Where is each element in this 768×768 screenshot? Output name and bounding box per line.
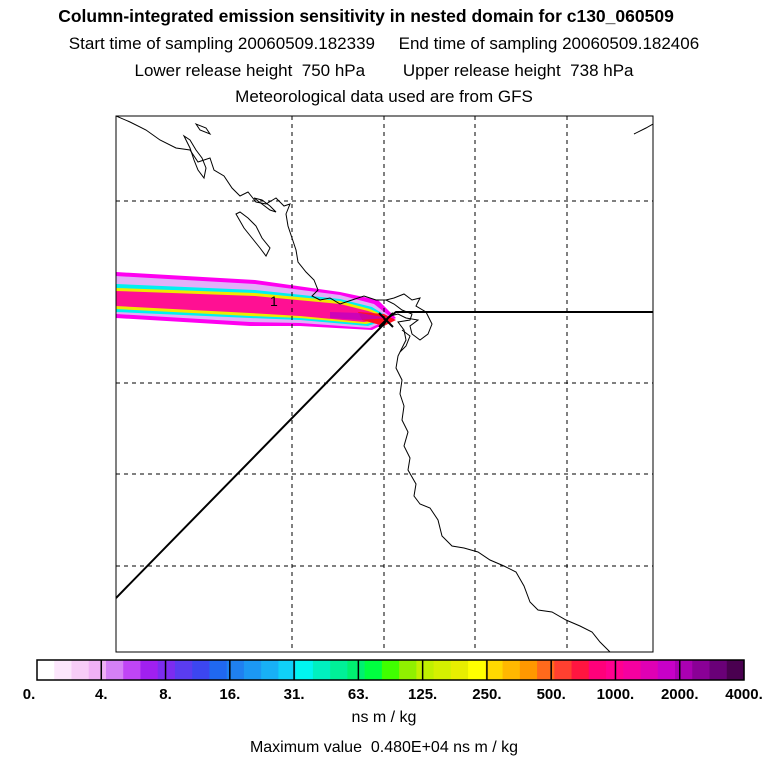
colorbar-frame bbox=[36, 659, 745, 681]
colorbar-segment bbox=[243, 660, 262, 680]
colorbar-segment bbox=[726, 660, 745, 680]
map-gridlines bbox=[116, 116, 653, 652]
colorbar-segment bbox=[123, 660, 142, 680]
colorbar-segment bbox=[468, 660, 486, 680]
plume-purple-streak bbox=[330, 312, 388, 320]
colorbar-segment bbox=[623, 660, 642, 680]
coastline bbox=[116, 116, 653, 652]
release-heights: Lower release height 750 hPa Upper relea… bbox=[134, 61, 634, 80]
colorbar-tick-label: 31. bbox=[283, 686, 305, 703]
colorbar-segment bbox=[192, 660, 211, 680]
colorbar-segment bbox=[537, 660, 555, 680]
maximum-value: Maximum value 0.480E+04 ns m / kg bbox=[249, 739, 519, 756]
colorbar-units: ns m / kg bbox=[351, 709, 417, 726]
colorbar-segment bbox=[450, 660, 469, 680]
colorbar-segment bbox=[502, 660, 521, 680]
colorbar-segment bbox=[433, 660, 452, 680]
release-marker bbox=[378, 312, 394, 328]
colorbar-segment bbox=[261, 660, 280, 680]
colorbar-segment bbox=[588, 660, 607, 680]
colorbar-segment bbox=[347, 660, 366, 680]
colorbar-tick-label: 4. bbox=[95, 686, 108, 703]
colorbar-segment bbox=[312, 660, 331, 680]
colorbar-segment bbox=[330, 660, 348, 680]
colorbar-segment bbox=[571, 660, 590, 680]
colorbar-tick-label: 8. bbox=[159, 686, 172, 703]
colorbar bbox=[37, 660, 745, 680]
colorbar-segment bbox=[71, 660, 90, 680]
colorbar-segment bbox=[157, 660, 176, 680]
colorbar-tick-label: 16. bbox=[219, 686, 241, 703]
colorbar-tick-label: 500. bbox=[536, 686, 566, 703]
colorbar-tick-label: 0. bbox=[22, 686, 36, 703]
colorbar-tick-label: 1000. bbox=[596, 686, 635, 703]
colorbar-tick-label: 2000. bbox=[660, 686, 699, 703]
colorbar-segment bbox=[278, 660, 297, 680]
colorbar-segment bbox=[381, 660, 400, 680]
colorbar-segment bbox=[226, 660, 245, 680]
trajectory-label: 1 bbox=[270, 293, 278, 309]
colorbar-tick-label: 125. bbox=[408, 686, 438, 703]
colorbar-segment bbox=[364, 660, 383, 680]
colorbar-segment bbox=[105, 660, 124, 680]
colorbar-segment bbox=[37, 660, 55, 680]
colorbar-tick-label: 4000. bbox=[725, 686, 763, 703]
emission-plume bbox=[116, 272, 396, 330]
colorbar-tick-label: 250. bbox=[472, 686, 502, 703]
colorbar-segment bbox=[519, 660, 538, 680]
colorbar-segment bbox=[88, 660, 107, 680]
colorbar-segment bbox=[54, 660, 73, 680]
colorbar-segment bbox=[640, 660, 659, 680]
colorbar-segment bbox=[140, 660, 159, 680]
sampling-times: Start time of sampling 20060509.182339 E… bbox=[68, 34, 700, 53]
met-data-source: Meteorological data used are from GFS bbox=[235, 87, 533, 106]
colorbar-segment bbox=[675, 660, 693, 680]
colorbar-segment bbox=[399, 660, 417, 680]
map-frame bbox=[115, 115, 654, 653]
colorbar-tick-label: 63. bbox=[347, 686, 369, 703]
colorbar-segment bbox=[416, 660, 435, 680]
page-title: Column-integrated emission sensitivity i… bbox=[58, 6, 674, 26]
colorbar-segment bbox=[692, 660, 711, 680]
colorbar-segment bbox=[554, 660, 573, 680]
colorbar-segment bbox=[174, 660, 193, 680]
colorbar-segment bbox=[709, 660, 728, 680]
plume-core-band bbox=[116, 291, 388, 322]
colorbar-segment bbox=[209, 660, 228, 680]
colorbar-segment bbox=[485, 660, 504, 680]
colorbar-segment bbox=[295, 660, 314, 680]
colorbar-segment bbox=[657, 660, 676, 680]
